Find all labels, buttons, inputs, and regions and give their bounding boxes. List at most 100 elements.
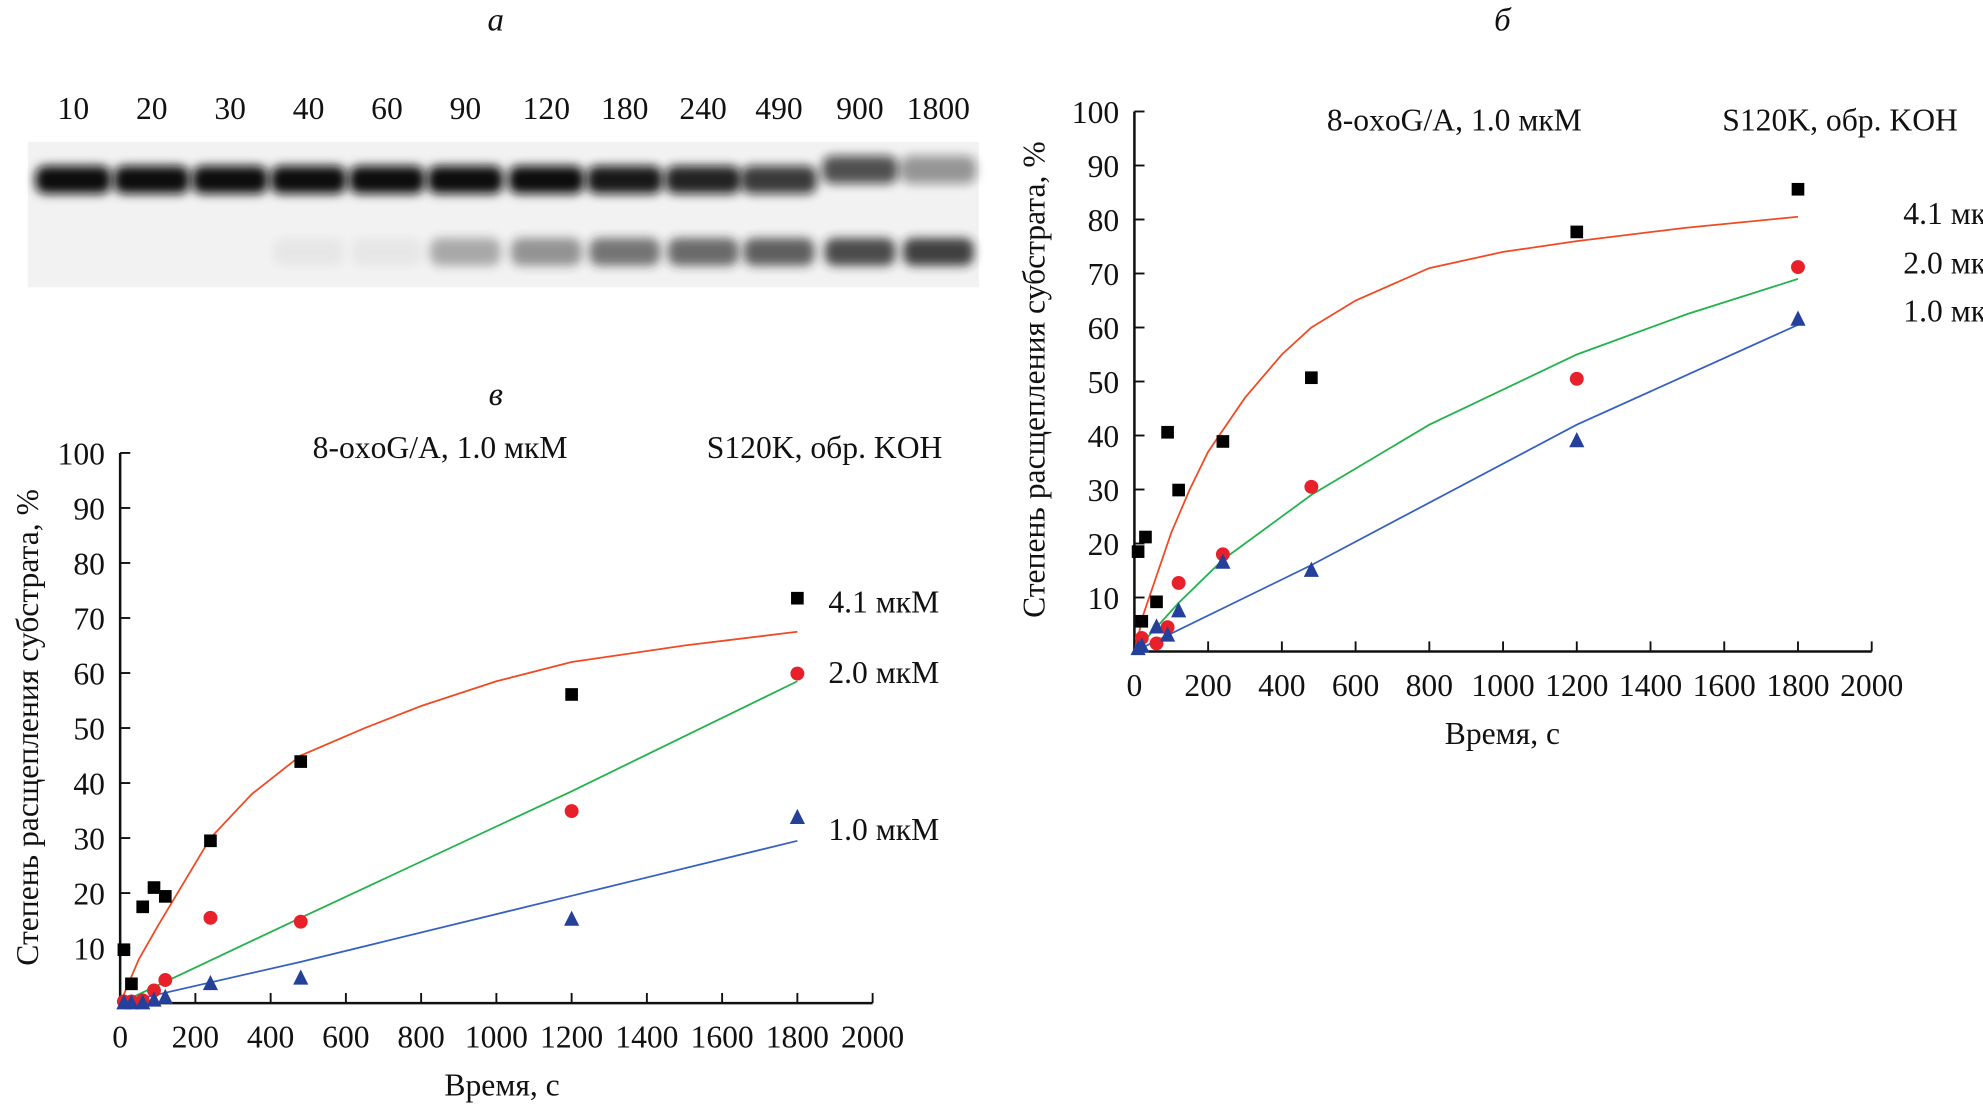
x-axis-label: Время, с xyxy=(1445,716,1560,751)
gel-substrate-band xyxy=(508,165,585,194)
data-point-square xyxy=(565,688,578,701)
gel-substrate-band xyxy=(35,165,112,194)
data-point-triangle xyxy=(1790,310,1806,326)
legend-label: 1.0 мкМ xyxy=(1903,293,1983,328)
x-tick-label: 1200 xyxy=(540,1019,603,1054)
data-point-circle xyxy=(203,910,218,925)
panel-label-b: б xyxy=(1494,3,1512,39)
data-point-square xyxy=(1135,614,1149,628)
data-point-triangle xyxy=(293,969,309,985)
fit-curve xyxy=(119,839,798,1004)
y-tick-label: 10 xyxy=(73,931,105,966)
gel-lane-label: 40 xyxy=(293,91,325,126)
y-tick-label: 90 xyxy=(1088,149,1120,184)
gel-lane-label: 10 xyxy=(58,91,90,126)
legend-label: 2.0 мкМ xyxy=(828,655,939,690)
data-point-triangle xyxy=(1159,626,1176,642)
gel-product-band xyxy=(589,237,661,266)
data-point-triangle xyxy=(157,988,173,1004)
data-point-circle xyxy=(564,804,579,819)
gel-product-band xyxy=(902,237,974,266)
x-tick-label: 200 xyxy=(172,1019,219,1054)
gel-substrate-band xyxy=(586,165,663,194)
x-tick-label: 1600 xyxy=(691,1019,754,1054)
gel-lane-label: 240 xyxy=(679,91,726,126)
legend-label: 1.0 мкМ xyxy=(828,812,939,847)
y-tick-label: 20 xyxy=(1088,527,1120,562)
panel-label-a: а xyxy=(488,3,504,39)
data-point-triangle xyxy=(1134,637,1150,653)
data-point-square xyxy=(1570,225,1584,239)
data-point-square xyxy=(1216,435,1230,448)
y-tick-label: 40 xyxy=(1088,419,1120,454)
y-tick-label: 100 xyxy=(58,436,105,471)
gel-substrate-band xyxy=(741,165,817,194)
x-tick-label: 1000 xyxy=(465,1019,528,1054)
x-tick-label: 800 xyxy=(1406,668,1453,703)
data-point-square xyxy=(1150,595,1163,609)
gel-lane-label: 1800 xyxy=(907,91,970,126)
gel-lane-label: 90 xyxy=(450,91,482,126)
x-tick-label: 1400 xyxy=(615,1019,678,1054)
y-tick-label: 70 xyxy=(73,601,105,636)
x-tick-label: 1200 xyxy=(1545,668,1608,703)
data-point-square xyxy=(147,881,161,894)
gel-substrate-band xyxy=(427,165,504,194)
data-point-square xyxy=(158,890,172,903)
y-tick-label: 40 xyxy=(73,766,105,801)
data-point-square xyxy=(136,900,150,914)
x-axis-label: Время, с xyxy=(444,1067,559,1102)
x-tick-label: 800 xyxy=(397,1019,444,1054)
gel-substrate-band xyxy=(900,155,977,184)
fit-curve xyxy=(1134,323,1799,653)
x-tick-label: 1600 xyxy=(1693,668,1756,703)
gel-product-band xyxy=(824,237,896,266)
gel-lane-label: 30 xyxy=(214,91,246,126)
y-tick-label: 30 xyxy=(1088,473,1120,508)
gel-substrate-band xyxy=(113,165,190,194)
y-tick-label: 50 xyxy=(1088,365,1120,400)
y-tick-label: 100 xyxy=(1072,95,1119,130)
y-tick-label: 20 xyxy=(73,876,105,911)
gel-product-band xyxy=(273,237,344,266)
data-point-square xyxy=(1791,182,1805,196)
chart-c: 0 200 400 600 800 1000 1200 1400 1600 1800 2000 10 2… xyxy=(10,430,942,1102)
gel-product-band xyxy=(510,237,582,266)
data-point-square xyxy=(125,977,138,991)
gel-substrate-band xyxy=(192,165,269,194)
data-point-square xyxy=(1131,545,1145,558)
x-tick-label: 1800 xyxy=(766,1019,829,1054)
x-tick-label: 2000 xyxy=(841,1019,904,1054)
fit-curve xyxy=(119,680,798,1004)
data-point-triangle xyxy=(146,991,162,1007)
y-tick-label: 80 xyxy=(1088,203,1120,238)
y-tick-label: 70 xyxy=(1088,257,1120,292)
y-tick-label: 80 xyxy=(73,546,105,581)
x-tick-label: 1400 xyxy=(1619,668,1682,703)
x-tick-label: 0 xyxy=(112,1019,128,1054)
x-tick-label: 1000 xyxy=(1471,668,1534,703)
data-point-square xyxy=(117,943,131,957)
x-tick-label: 2000 xyxy=(1840,668,1903,703)
data-point-square xyxy=(791,591,804,605)
data-point-circle xyxy=(790,666,805,681)
data-point-circle xyxy=(1569,371,1584,386)
data-point-triangle xyxy=(1171,602,1187,618)
fit-curve xyxy=(1133,278,1799,653)
gel-lane-label: 60 xyxy=(371,91,403,126)
gel-image: 10 20 30 40 60 90 120 180 240 490 900 1800 xyxy=(27,91,979,288)
chart-title-left: 8-oxoG/A, 1.0 мкМ xyxy=(313,430,568,465)
data-point-circle xyxy=(147,983,161,998)
fit-curve xyxy=(119,630,798,1004)
data-point-square xyxy=(1172,483,1185,497)
gel-lane-label: 490 xyxy=(755,91,802,126)
y-tick-label: 60 xyxy=(1088,311,1120,346)
gel-product-band xyxy=(667,237,739,266)
data-point-triangle xyxy=(135,994,151,1010)
data-point-triangle xyxy=(1303,561,1319,577)
data-point-triangle xyxy=(1148,618,1165,634)
legend-label: 4.1 мкМ xyxy=(828,584,939,619)
data-point-circle xyxy=(1304,479,1319,494)
y-axis-label: Степень расщепления субстрата, % xyxy=(1017,141,1052,618)
data-point-square xyxy=(1161,425,1174,439)
